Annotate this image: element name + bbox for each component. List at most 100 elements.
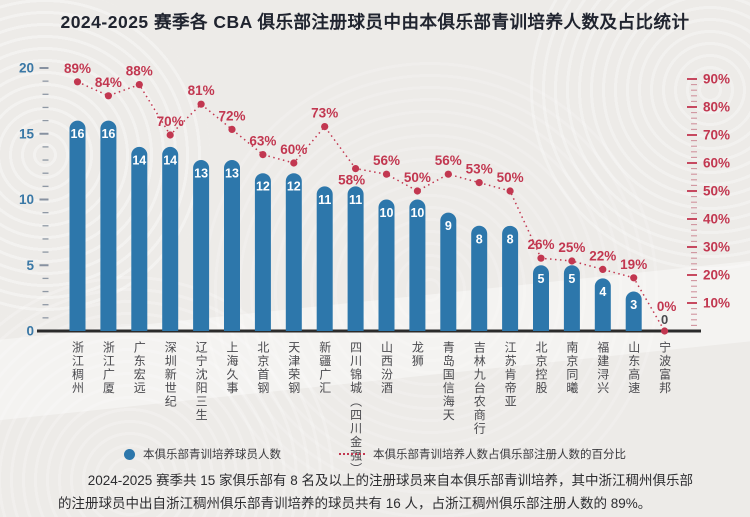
left-axis-label: 0 — [26, 324, 34, 339]
bar-value-label: 4 — [599, 285, 606, 299]
category-axis: 浙江稠州 浙江广厦 广东宏远 深圳新世纪 辽宁沈阳三生 上海久事 北京首钢 天津荣钢 新疆广汇 四… — [70, 341, 672, 476]
line-point — [537, 254, 545, 262]
category-label: 吉林九台农商行 — [472, 341, 487, 436]
legend-item-bars: 本俱乐部青训培养球员人数 — [124, 446, 281, 462]
left-axis-label: 5 — [26, 258, 34, 273]
bar — [316, 186, 333, 331]
bar-value-label: 16 — [101, 127, 115, 141]
percent-label: 81% — [188, 83, 215, 98]
line-point — [197, 100, 205, 108]
right-axis-label: 30% — [703, 240, 730, 255]
bar — [224, 160, 240, 331]
bar-value-label: 3 — [630, 298, 637, 312]
line-point — [135, 81, 143, 89]
category-label: 江苏肯帝亚 — [503, 341, 518, 409]
category-label: 新疆广汇 — [317, 341, 332, 395]
bar-value-label: 11 — [318, 193, 331, 207]
percent-label: 50% — [497, 170, 524, 185]
category-label: 龙狮 — [410, 341, 425, 368]
bar — [69, 120, 86, 331]
line-point — [321, 123, 329, 131]
percent-label: 89% — [64, 61, 91, 76]
percent-label: 88% — [126, 64, 153, 79]
category-label: 广东宏远 — [132, 341, 147, 395]
left-axis-label: 20 — [19, 61, 34, 76]
bar — [594, 278, 611, 331]
line-point — [413, 187, 421, 195]
bar — [409, 199, 426, 331]
bar-value-label: 11 — [349, 193, 362, 207]
bar — [285, 173, 302, 331]
bar-value-label: 10 — [410, 206, 424, 220]
percent-label: 22% — [589, 248, 616, 263]
category-label: 辽宁沈阳三生 — [194, 341, 209, 422]
line-point — [166, 131, 174, 139]
chart-canvas: 0 5 10 15 20 10% 20% 30% 40% 50% 60% 70% 8 0% 90% 16 16 1… — [19, 61, 730, 339]
right-axis-label: 20% — [703, 268, 730, 283]
right-axis-label: 40% — [703, 212, 730, 227]
percent-label: 70% — [157, 114, 184, 129]
line-point — [568, 257, 576, 265]
right-axis-label: 70% — [703, 128, 730, 143]
category-label: 浙江稠州 — [70, 341, 85, 395]
line-point — [630, 274, 638, 282]
legend-label-line: 本俱乐部青训培养人数占俱乐部注册人数的百分比 — [373, 449, 626, 461]
bar-value-label: 5 — [568, 272, 575, 286]
right-axis-label: 90% — [703, 72, 730, 87]
percent-label: 25% — [558, 240, 585, 255]
legend: 本俱乐部青训培养球员人数 本俱乐部青训培养人数占俱乐部注册人数的百分比 — [0, 446, 750, 462]
category-label: 青岛国信海天 — [441, 341, 456, 422]
bar-value-label: 16 — [71, 127, 85, 141]
right-axis-label: 60% — [703, 156, 730, 171]
bar-value-label: 13 — [194, 167, 208, 181]
percent-label: 56% — [435, 153, 462, 168]
line-point — [73, 78, 82, 86]
bar — [502, 225, 519, 331]
category-label: 上海久事 — [225, 341, 239, 395]
line-point — [382, 170, 391, 178]
percent-label: 26% — [527, 237, 554, 252]
category-label: 天津荣钢 — [286, 341, 301, 395]
category-label: 浙江广厦 — [101, 341, 116, 395]
bar-value-label: 8 — [476, 232, 483, 246]
category-label: 深圳新世纪 — [163, 341, 178, 409]
bar-value-label: 13 — [225, 167, 239, 181]
bar-value-label: 14 — [132, 153, 146, 167]
bar — [193, 160, 210, 331]
line-point — [104, 92, 112, 100]
left-axis-label: 10 — [19, 192, 34, 207]
category-label: 山西汾酒 — [379, 341, 394, 395]
percent-label: 58% — [338, 173, 365, 188]
line-point — [599, 265, 607, 273]
percent-label: 53% — [466, 162, 493, 177]
bar — [533, 265, 549, 331]
line-point — [290, 159, 298, 167]
line-point — [259, 151, 267, 159]
category-label: 南京同曦 — [564, 341, 579, 395]
left-axis-label: 15 — [19, 126, 35, 141]
bar-value-label: 12 — [256, 180, 270, 194]
bar-value-label: 0 — [661, 312, 668, 327]
percent-label: 0% — [657, 299, 677, 314]
line-point — [506, 187, 514, 195]
percent-label: 56% — [373, 153, 400, 168]
category-label: 四川锦城（四川金强） — [348, 341, 363, 476]
bar — [162, 146, 179, 331]
bar-value-label: 8 — [507, 232, 514, 246]
percent-label: 50% — [404, 170, 431, 185]
percent-label: 60% — [280, 142, 307, 157]
right-axis-label: 10% — [703, 296, 730, 311]
bar-value-label: 9 — [445, 219, 452, 233]
category-label: 山东高速 — [626, 341, 641, 395]
line-point — [444, 170, 452, 178]
bar — [440, 212, 457, 331]
line-point — [352, 165, 360, 173]
bar — [254, 173, 271, 331]
bar — [347, 186, 364, 331]
percent-label: 63% — [249, 134, 276, 149]
legend-item-line: 本俱乐部青训培养人数占俱乐部注册人数的百分比 — [339, 446, 626, 462]
bar-value-label: 12 — [287, 180, 301, 194]
category-label: 北京首钢 — [255, 341, 270, 395]
line-point — [475, 179, 483, 187]
